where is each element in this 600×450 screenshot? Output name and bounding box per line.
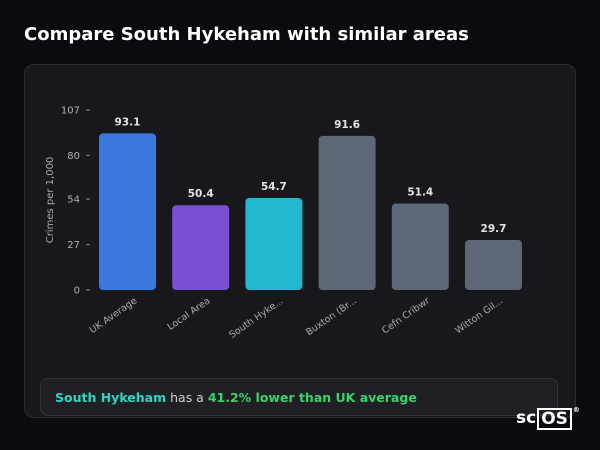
- x-tick-label: Buxton (Br...: [304, 295, 359, 338]
- y-tick-label: 0: [74, 286, 80, 297]
- page-title: Compare South Hykeham with similar areas: [24, 24, 469, 45]
- bar-value-label: 51.4: [407, 187, 433, 199]
- bar-value-label: 91.6: [334, 119, 360, 131]
- x-tick-label: UK Average: [88, 295, 140, 336]
- x-tick-label: Witton Gil...: [453, 295, 505, 336]
- registered-mark: ®: [572, 406, 580, 414]
- insight-banner: South Hykeham has a 41.2% lower than UK …: [40, 378, 558, 416]
- insight-highlight: 41.2% lower than UK average: [207, 389, 417, 405]
- bar: [465, 240, 522, 290]
- bar-value-label: 50.4: [188, 188, 214, 200]
- scos-logo: sc OS ®: [516, 406, 580, 430]
- y-tick-label: 54: [67, 195, 80, 206]
- bar: [318, 135, 376, 290]
- bar-value-label: 29.7: [481, 223, 507, 235]
- y-tick-label: 27: [67, 240, 80, 251]
- x-tick-label: South Hyke...: [227, 295, 285, 340]
- bar: [245, 197, 303, 290]
- insight-text: has a: [166, 389, 208, 405]
- bar: [99, 133, 156, 290]
- bar: [391, 203, 449, 290]
- logo-prefix: sc: [516, 408, 537, 428]
- bar: [172, 205, 230, 290]
- insight-area-name: South Hykeham: [55, 389, 167, 405]
- y-tick-label: 80: [67, 151, 80, 162]
- x-tick-label: Cefn Cribwr: [380, 295, 432, 336]
- y-axis-label: Crimes per 1,000: [45, 157, 56, 244]
- bar-value-label: 93.1: [115, 116, 141, 128]
- x-tick-label: Local Area: [166, 295, 213, 332]
- y-tick-label: 107: [61, 106, 80, 117]
- logo-boxed: OS: [537, 408, 572, 430]
- bar-value-label: 54.7: [261, 181, 287, 193]
